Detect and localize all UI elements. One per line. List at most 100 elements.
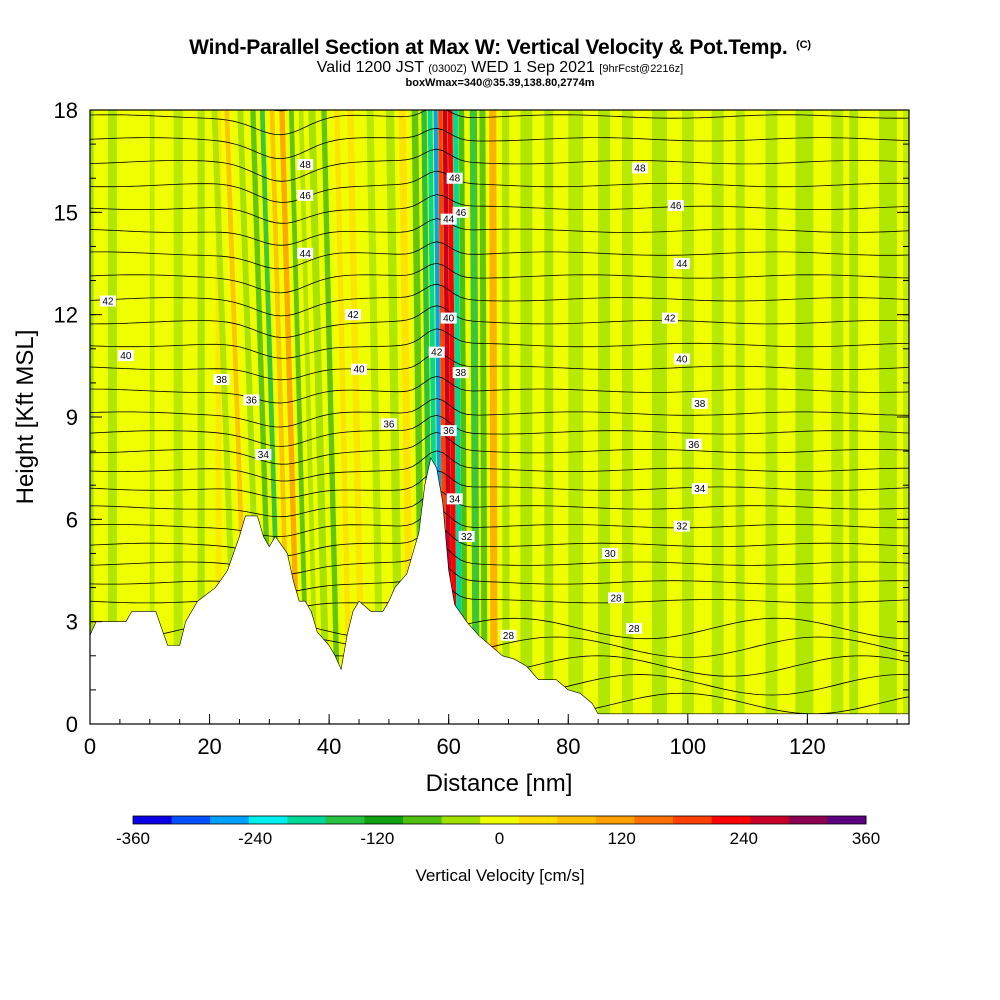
contour-label-box xyxy=(452,367,469,379)
colorbar-swatch xyxy=(711,816,751,824)
velocity-band xyxy=(544,110,554,724)
y-tick-label: 15 xyxy=(54,200,78,225)
isentrope-line xyxy=(90,305,909,338)
contour-label: 36 xyxy=(383,419,395,430)
contour-label: 48 xyxy=(300,160,312,171)
isentrope-line xyxy=(90,110,909,136)
isentrope-line xyxy=(90,283,909,317)
colorbar-tick-label: 0 xyxy=(495,829,504,848)
isentrope-line xyxy=(90,262,909,294)
isentrope-line xyxy=(90,170,909,203)
contour-label: 34 xyxy=(258,450,270,461)
isentrope-line xyxy=(90,431,909,465)
velocity-band xyxy=(622,110,633,724)
contour-label-box xyxy=(428,346,445,358)
contour-label-box xyxy=(446,493,463,505)
colorbar-swatch xyxy=(325,816,365,824)
contour-label: 46 xyxy=(670,201,682,212)
contour-label: 28 xyxy=(611,593,623,604)
isentrope-line xyxy=(90,352,909,381)
colorbar-swatch xyxy=(788,816,828,824)
colorbar-swatch xyxy=(595,816,636,824)
isentrope-line xyxy=(90,0,909,24)
x-tick-label: 40 xyxy=(317,734,341,759)
x-tick-label: 100 xyxy=(669,734,706,759)
contour-label-box xyxy=(351,363,368,375)
isentrope-line xyxy=(90,328,909,359)
contour-label-box xyxy=(691,397,708,409)
velocity-band xyxy=(502,110,510,724)
y-axis-label: Height [Kft MSL] xyxy=(12,330,39,505)
velocity-band xyxy=(197,110,205,724)
isentrope-line xyxy=(90,375,909,404)
colorbar-swatch xyxy=(827,816,867,824)
isentrope-line xyxy=(90,450,909,482)
contour-label-box xyxy=(608,592,625,604)
velocity-band xyxy=(735,110,745,724)
colorbar-swatch xyxy=(441,816,481,824)
velocity-band xyxy=(347,110,366,724)
colorbar: -360 -240 -120 0 120 240 360 xyxy=(116,815,880,848)
isentrope-line xyxy=(90,508,909,537)
isentrope-line xyxy=(90,525,909,557)
colorbar-swatch xyxy=(287,816,327,824)
contour-labels: 4846444242404038363634484644404238363432… xyxy=(99,159,708,642)
colorbar-tick-label: 240 xyxy=(730,829,758,848)
contour-label-box xyxy=(673,258,690,269)
contour-label-box xyxy=(691,483,708,495)
chart-title: Wind-Parallel Section at Max W: Vertical… xyxy=(0,36,1000,60)
contour-label-box xyxy=(297,159,314,171)
valid-date: WED 1 Sep 2021 xyxy=(471,59,595,76)
contour-label: 36 xyxy=(443,426,455,437)
contour-label: 42 xyxy=(347,310,359,321)
velocity-band xyxy=(279,110,302,724)
contour-label-box xyxy=(380,418,397,430)
isentrope-line xyxy=(270,110,290,112)
colorbar-swatch xyxy=(210,816,250,824)
velocity-band xyxy=(447,110,458,724)
isentrope-line xyxy=(90,470,909,499)
velocity-band xyxy=(831,110,844,724)
contour-label-box xyxy=(297,247,314,259)
y-tick-label: 9 xyxy=(66,405,78,430)
contour-label-box xyxy=(345,309,362,321)
velocity-band xyxy=(479,110,488,724)
velocity-band xyxy=(520,110,533,724)
isentrope-line xyxy=(90,218,909,246)
contour-label: 42 xyxy=(664,314,676,325)
velocity-band xyxy=(366,110,385,724)
velocity-band xyxy=(795,110,814,724)
contour-label: 34 xyxy=(449,494,461,505)
chart-subtitle: Valid 1200 JST (0300Z) WED 1 Sep 2021 [9… xyxy=(0,59,1000,77)
velocity-band xyxy=(149,110,155,724)
contour-label: 40 xyxy=(120,351,132,362)
isentrope-line xyxy=(90,37,909,68)
y-tick-label: 18 xyxy=(54,98,78,123)
contour-label-box xyxy=(661,312,678,324)
y-tick-label: 0 xyxy=(66,712,78,737)
contour-label: 40 xyxy=(353,365,365,376)
contour-label-box xyxy=(500,629,517,641)
velocity-band xyxy=(598,110,611,724)
contour-label: 40 xyxy=(676,355,688,366)
contour-label: 46 xyxy=(455,208,467,219)
velocity-band xyxy=(651,110,667,724)
contour-label-box xyxy=(243,394,260,406)
velocity-band xyxy=(442,110,453,724)
colorbar-tick-label: -240 xyxy=(238,829,272,848)
colorbar-swatch xyxy=(364,816,404,824)
velocity-band xyxy=(452,110,463,724)
velocity-band xyxy=(298,110,319,724)
contour-label-box xyxy=(602,547,619,559)
x-tick-label: 0 xyxy=(84,734,96,759)
isentrope-line xyxy=(90,542,909,575)
contour-label: 42 xyxy=(102,297,114,308)
contour-label-box xyxy=(255,449,272,461)
contour-label-box xyxy=(213,373,230,385)
contour-label: 36 xyxy=(688,440,700,451)
contour-label: 40 xyxy=(443,314,455,325)
contour-label: 32 xyxy=(676,522,688,533)
contour-label-box xyxy=(446,172,463,184)
y-tick-label: 12 xyxy=(54,303,78,328)
x-tick-label: 60 xyxy=(436,734,460,759)
